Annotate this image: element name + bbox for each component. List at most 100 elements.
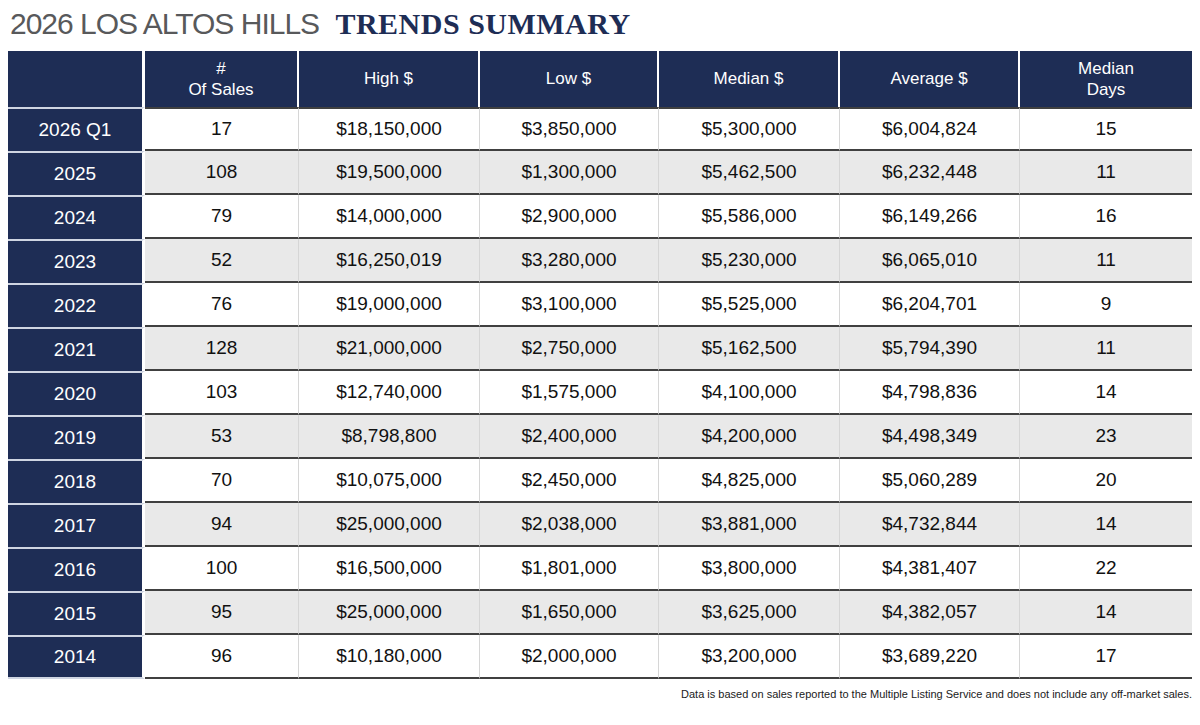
trends-summary-table: # Of Sales High $ Low $ Median $ Average… <box>8 51 1192 679</box>
table-cell: $21,000,000 <box>299 327 480 371</box>
table-cell: 79 <box>145 195 299 239</box>
row-year-label: 2020 <box>8 371 145 415</box>
table-cell: $8,798,800 <box>299 415 480 459</box>
table-cell: $2,900,000 <box>480 195 659 239</box>
row-year-label: 2019 <box>8 415 145 459</box>
table-cell: 53 <box>145 415 299 459</box>
table-cell: 11 <box>1020 327 1192 371</box>
column-header-num-sales: # Of Sales <box>145 51 299 107</box>
column-header-low: Low $ <box>480 51 659 107</box>
table-cell: $3,100,000 <box>480 283 659 327</box>
table-cell: $3,280,000 <box>480 239 659 283</box>
table-cell: $10,075,000 <box>299 459 480 503</box>
table-cell: 14 <box>1020 371 1192 415</box>
row-year-label: 2018 <box>8 459 145 503</box>
title-prefix: 2026 LOS ALTOS HILLS <box>10 7 319 40</box>
table-row: 2026 Q117$18,150,000$3,850,000$5,300,000… <box>8 107 1192 151</box>
row-year-label: 2015 <box>8 591 145 635</box>
table-cell: $5,794,390 <box>840 327 1020 371</box>
table-cell: $3,200,000 <box>659 635 840 679</box>
title-emphasis: TRENDS SUMMARY <box>335 7 630 40</box>
table-cell: $4,100,000 <box>659 371 840 415</box>
table-cell: $4,200,000 <box>659 415 840 459</box>
table-cell: $6,004,824 <box>840 107 1020 151</box>
table-cell: $6,232,448 <box>840 151 1020 195</box>
table-cell: $25,000,000 <box>299 503 480 547</box>
table-cell: 22 <box>1020 547 1192 591</box>
table-cell: 52 <box>145 239 299 283</box>
table-row: 2020103$12,740,000$1,575,000$4,100,000$4… <box>8 371 1192 415</box>
table-row: 201953$8,798,800$2,400,000$4,200,000$4,4… <box>8 415 1192 459</box>
table-cell: $16,500,000 <box>299 547 480 591</box>
table-row: 201870$10,075,000$2,450,000$4,825,000$5,… <box>8 459 1192 503</box>
table-body: 2026 Q117$18,150,000$3,850,000$5,300,000… <box>8 107 1192 679</box>
table-cell: $4,498,349 <box>840 415 1020 459</box>
table-cell: $4,825,000 <box>659 459 840 503</box>
table-cell: $4,732,844 <box>840 503 1020 547</box>
table-cell: 16 <box>1020 195 1192 239</box>
row-year-label: 2025 <box>8 151 145 195</box>
table-cell: 96 <box>145 635 299 679</box>
table-cell: $18,150,000 <box>299 107 480 151</box>
table-cell: $4,382,057 <box>840 591 1020 635</box>
table-cell: $5,060,289 <box>840 459 1020 503</box>
table-row: 202352$16,250,019$3,280,000$5,230,000$6,… <box>8 239 1192 283</box>
table-cell: 9 <box>1020 283 1192 327</box>
column-header-high: High $ <box>299 51 480 107</box>
table-cell: $3,689,220 <box>840 635 1020 679</box>
row-year-label: 2021 <box>8 327 145 371</box>
table-cell: $3,625,000 <box>659 591 840 635</box>
table-cell: 17 <box>145 107 299 151</box>
table-cell: 14 <box>1020 503 1192 547</box>
table-cell: $6,149,266 <box>840 195 1020 239</box>
table-cell: 76 <box>145 283 299 327</box>
table-cell: $2,750,000 <box>480 327 659 371</box>
footnote: Data is based on sales reported to the M… <box>8 688 1192 700</box>
table-cell: $1,801,000 <box>480 547 659 591</box>
table-cell: 17 <box>1020 635 1192 679</box>
table-row: 201595$25,000,000$1,650,000$3,625,000$4,… <box>8 591 1192 635</box>
table-cell: $6,065,010 <box>840 239 1020 283</box>
table-row: 2021128$21,000,000$2,750,000$5,162,500$5… <box>8 327 1192 371</box>
table-row: 201496$10,180,000$2,000,000$3,200,000$3,… <box>8 635 1192 679</box>
table-cell: $5,162,500 <box>659 327 840 371</box>
row-year-label: 2022 <box>8 283 145 327</box>
table-cell: $19,500,000 <box>299 151 480 195</box>
table-cell: $2,400,000 <box>480 415 659 459</box>
table-cell: $5,586,000 <box>659 195 840 239</box>
table-cell: $5,525,000 <box>659 283 840 327</box>
table-cell: 103 <box>145 371 299 415</box>
row-year-label: 2014 <box>8 635 145 679</box>
table-cell: $6,204,701 <box>840 283 1020 327</box>
table-cell: $25,000,000 <box>299 591 480 635</box>
page-title: 2026 LOS ALTOS HILLS TRENDS SUMMARY <box>10 7 1192 40</box>
table-cell: $2,038,000 <box>480 503 659 547</box>
table-cell: $3,850,000 <box>480 107 659 151</box>
table-row: 202276$19,000,000$3,100,000$5,525,000$6,… <box>8 283 1192 327</box>
table-cell: 11 <box>1020 151 1192 195</box>
column-header-median-days: Median Days <box>1020 51 1192 107</box>
table-cell: 100 <box>145 547 299 591</box>
table-cell: $3,800,000 <box>659 547 840 591</box>
table-cell: $2,450,000 <box>480 459 659 503</box>
table-cell: $5,230,000 <box>659 239 840 283</box>
table-cell: 95 <box>145 591 299 635</box>
table-cell: $14,000,000 <box>299 195 480 239</box>
table-cell: $4,798,836 <box>840 371 1020 415</box>
table-cell: 11 <box>1020 239 1192 283</box>
table-cell: $1,300,000 <box>480 151 659 195</box>
table-row: 2025108$19,500,000$1,300,000$5,462,500$6… <box>8 151 1192 195</box>
row-year-label: 2026 Q1 <box>8 107 145 151</box>
table-cell: $3,881,000 <box>659 503 840 547</box>
table-row: 202479$14,000,000$2,900,000$5,586,000$6,… <box>8 195 1192 239</box>
table-header: # Of Sales High $ Low $ Median $ Average… <box>8 51 1192 107</box>
table-cell: 20 <box>1020 459 1192 503</box>
table-cell: 14 <box>1020 591 1192 635</box>
row-year-label: 2023 <box>8 239 145 283</box>
table-cell: $10,180,000 <box>299 635 480 679</box>
table-cell: 15 <box>1020 107 1192 151</box>
table-cell: 70 <box>145 459 299 503</box>
column-header-average: Average $ <box>840 51 1020 107</box>
row-year-label: 2017 <box>8 503 145 547</box>
table-cell: $4,381,407 <box>840 547 1020 591</box>
